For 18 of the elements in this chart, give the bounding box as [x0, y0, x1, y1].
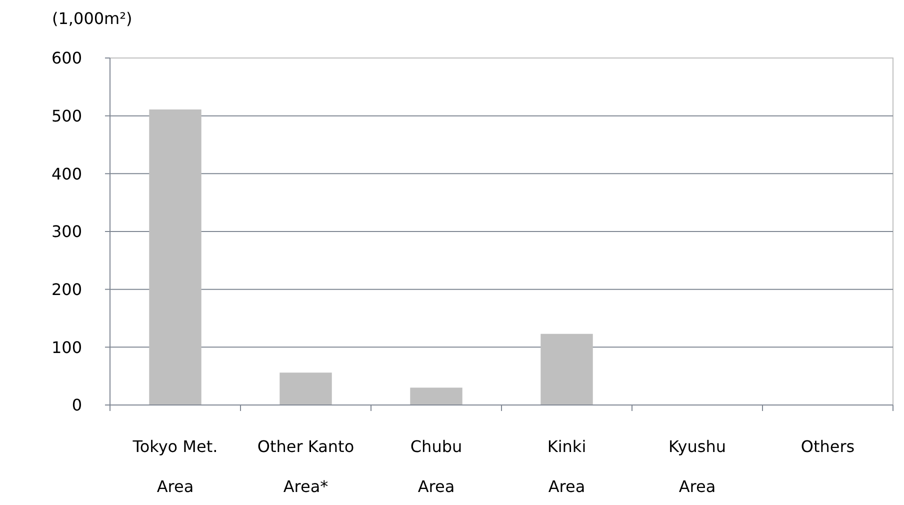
- y-axis-title: (1,000m²): [52, 9, 132, 28]
- bar: [149, 109, 202, 405]
- y-tick-label: 400: [51, 164, 82, 184]
- y-tick-label: 0: [72, 396, 82, 415]
- category-label: Tokyo Met. Area: [132, 437, 218, 496]
- y-tick-label: 100: [51, 338, 82, 357]
- bar: [410, 388, 462, 405]
- y-tick-label: 300: [51, 222, 82, 242]
- category-label: Kinki Area: [547, 437, 586, 496]
- y-tick-label: 500: [51, 106, 82, 126]
- y-tick-label: 200: [51, 280, 82, 299]
- bar: [540, 334, 593, 405]
- x-tick-label: Others: [800, 437, 855, 456]
- category-label: Chubu Area: [410, 437, 462, 496]
- y-tick-label: 600: [51, 48, 82, 68]
- category-label: Kyushu Area: [668, 437, 726, 496]
- category-label: Other Kanto Area*: [257, 437, 354, 496]
- bar: [280, 372, 332, 405]
